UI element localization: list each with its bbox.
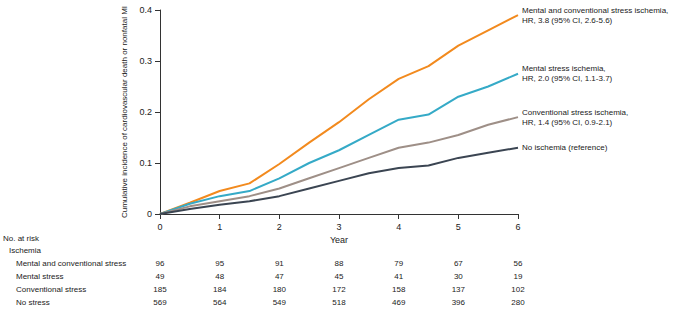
svg-text:0.3: 0.3 <box>139 56 152 66</box>
svg-text:No ischemia (reference): No ischemia (reference) <box>522 143 608 152</box>
svg-text:No stress: No stress <box>16 298 50 307</box>
svg-text:0.1: 0.1 <box>139 158 152 168</box>
svg-text:137: 137 <box>452 285 466 294</box>
svg-text:Conventional stress ischemia,: Conventional stress ischemia, <box>522 108 628 117</box>
svg-text:102: 102 <box>511 285 525 294</box>
svg-text:49: 49 <box>156 272 165 281</box>
svg-text:No. at risk: No. at risk <box>3 234 40 243</box>
svg-text:41: 41 <box>394 272 403 281</box>
svg-text:30: 30 <box>454 272 463 281</box>
svg-text:Mental stress: Mental stress <box>16 272 64 281</box>
svg-text:0.4: 0.4 <box>139 5 152 15</box>
svg-text:396: 396 <box>452 298 466 307</box>
svg-text:Cumulative incidence of cardio: Cumulative incidence of cardiovascular d… <box>120 6 129 218</box>
svg-text:Mental stress ischemia,: Mental stress ischemia, <box>522 64 606 73</box>
svg-text:5: 5 <box>456 222 461 232</box>
svg-text:0.2: 0.2 <box>139 107 152 117</box>
svg-text:518: 518 <box>332 298 346 307</box>
svg-text:Year: Year <box>330 235 348 245</box>
svg-text:47: 47 <box>275 272 284 281</box>
svg-text:Conventional stress: Conventional stress <box>16 285 86 294</box>
svg-text:280: 280 <box>511 298 525 307</box>
svg-text:HR, 1.4 (95% CI, 0.9-2.1): HR, 1.4 (95% CI, 0.9-2.1) <box>522 118 613 127</box>
svg-text:564: 564 <box>213 298 227 307</box>
svg-text:158: 158 <box>392 285 406 294</box>
svg-text:184: 184 <box>213 285 227 294</box>
svg-text:19: 19 <box>514 272 523 281</box>
svg-text:67: 67 <box>454 259 463 268</box>
svg-text:HR, 2.0 (95% CI, 1.1-3.7): HR, 2.0 (95% CI, 1.1-3.7) <box>522 74 613 83</box>
svg-text:469: 469 <box>392 298 406 307</box>
svg-text:3: 3 <box>336 222 341 232</box>
svg-text:95: 95 <box>215 259 224 268</box>
svg-text:79: 79 <box>394 259 403 268</box>
svg-text:180: 180 <box>273 285 287 294</box>
svg-text:56: 56 <box>514 259 523 268</box>
svg-text:91: 91 <box>275 259 284 268</box>
svg-text:172: 172 <box>332 285 346 294</box>
svg-text:45: 45 <box>335 272 344 281</box>
svg-text:96: 96 <box>156 259 165 268</box>
svg-text:185: 185 <box>153 285 167 294</box>
svg-text:0: 0 <box>157 222 162 232</box>
svg-text:HR, 3.8 (95% CI, 2.6-5.6): HR, 3.8 (95% CI, 2.6-5.6) <box>522 16 613 25</box>
svg-text:Mental and conventional stress: Mental and conventional stress ischemia, <box>522 6 668 15</box>
svg-text:6: 6 <box>515 222 520 232</box>
svg-text:569: 569 <box>153 298 167 307</box>
svg-text:48: 48 <box>215 272 224 281</box>
svg-text:0: 0 <box>147 209 152 219</box>
svg-text:4: 4 <box>396 222 401 232</box>
svg-text:Ischemia: Ischemia <box>9 246 42 255</box>
svg-text:2: 2 <box>277 222 282 232</box>
svg-text:Mental and conventional stress: Mental and conventional stress <box>16 259 126 268</box>
svg-text:549: 549 <box>273 298 287 307</box>
svg-text:1: 1 <box>217 222 222 232</box>
svg-text:88: 88 <box>335 259 344 268</box>
